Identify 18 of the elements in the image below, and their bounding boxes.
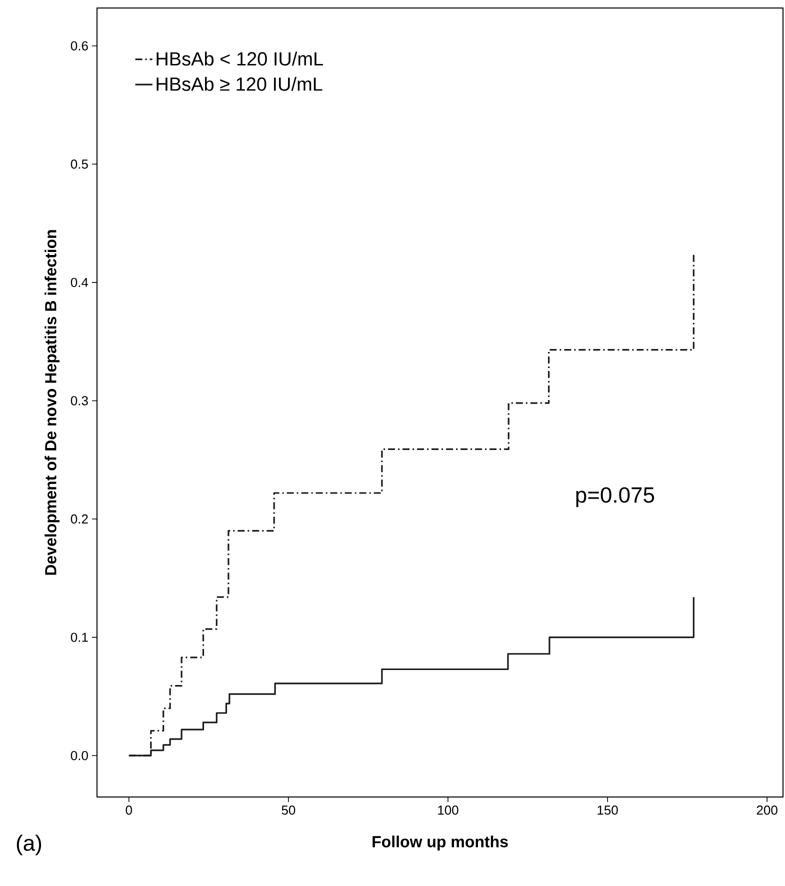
- y-tick-label: 0.3: [70, 396, 88, 406]
- x-tick-label: 50: [282, 806, 296, 815]
- y-tick-label: 0.4: [70, 278, 88, 288]
- y-tick-label: 0.2: [70, 514, 88, 524]
- x-tick-label: 200: [756, 806, 778, 815]
- annotation: p=0.075: [576, 487, 654, 508]
- x-axis-title: Follow up months: [372, 836, 508, 851]
- y-tick-label: 0.5: [70, 160, 88, 169]
- y-tick-label: 0.6: [70, 41, 88, 50]
- x-tick-label: 0: [126, 806, 132, 815]
- y-axis-title: Development of De novo Hepatitis B infection: [44, 230, 60, 575]
- legend-label: HBsAb < 120 IU/mL: [156, 52, 323, 66]
- text: (a): [16, 834, 42, 856]
- x-tick-label: 100: [438, 806, 458, 815]
- legend-label: HBsAb ≥ 120 IU/mL: [156, 76, 322, 91]
- x-tick-label: 150: [598, 806, 618, 815]
- y-tick-label: 0.0: [70, 750, 88, 760]
- y-tick-label: 0.1: [70, 632, 88, 642]
